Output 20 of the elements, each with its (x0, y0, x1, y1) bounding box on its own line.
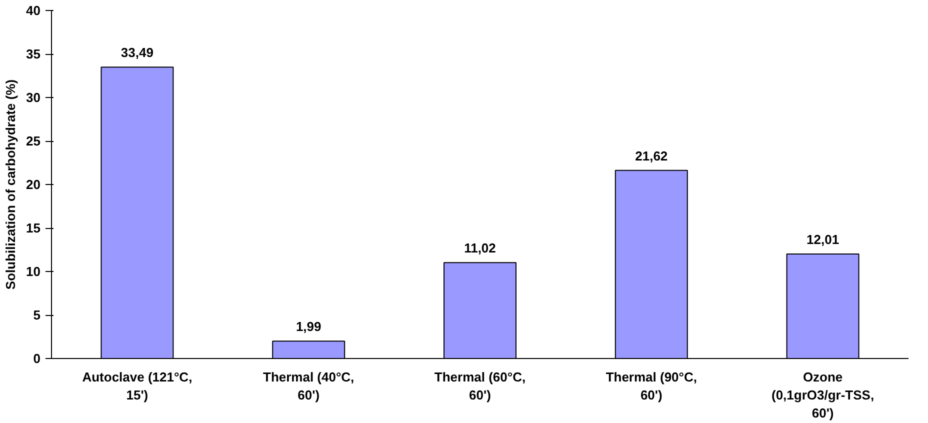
x-tick-label: Ozone (0,1grO3/gr-TSS, 60') (772, 370, 874, 420)
data-label: 12,01 (806, 232, 840, 248)
data-label: 11,02 (464, 240, 496, 256)
y-axis-title: Solubilization of carbohydrate (%) (3, 79, 18, 290)
data-label: 1,99 (296, 319, 322, 334)
y-tick-label: 15 (26, 220, 41, 236)
y-tick-label: 35 (26, 46, 41, 62)
data-label: 33,49 (120, 45, 154, 60)
data-label: 21,62 (635, 148, 668, 164)
y-tick-label: 40 (26, 3, 41, 18)
x-tick-label: Thermal (90°C, 60') (606, 370, 697, 402)
y-tick-label: 5 (33, 308, 41, 322)
x-tick-label: Autoclave (121°C, 15') (82, 370, 192, 402)
y-tick-label: 0 (33, 351, 41, 366)
y-tick-label: 30 (26, 90, 41, 105)
x-tick-label: Thermal (40°C, 60') (263, 370, 354, 402)
y-tick-label: 25 (26, 134, 41, 148)
y-tick-label: 20 (26, 177, 41, 192)
x-tick-label: Thermal (60°C, 60') (434, 370, 526, 402)
y-tick-label: 10 (26, 264, 41, 279)
